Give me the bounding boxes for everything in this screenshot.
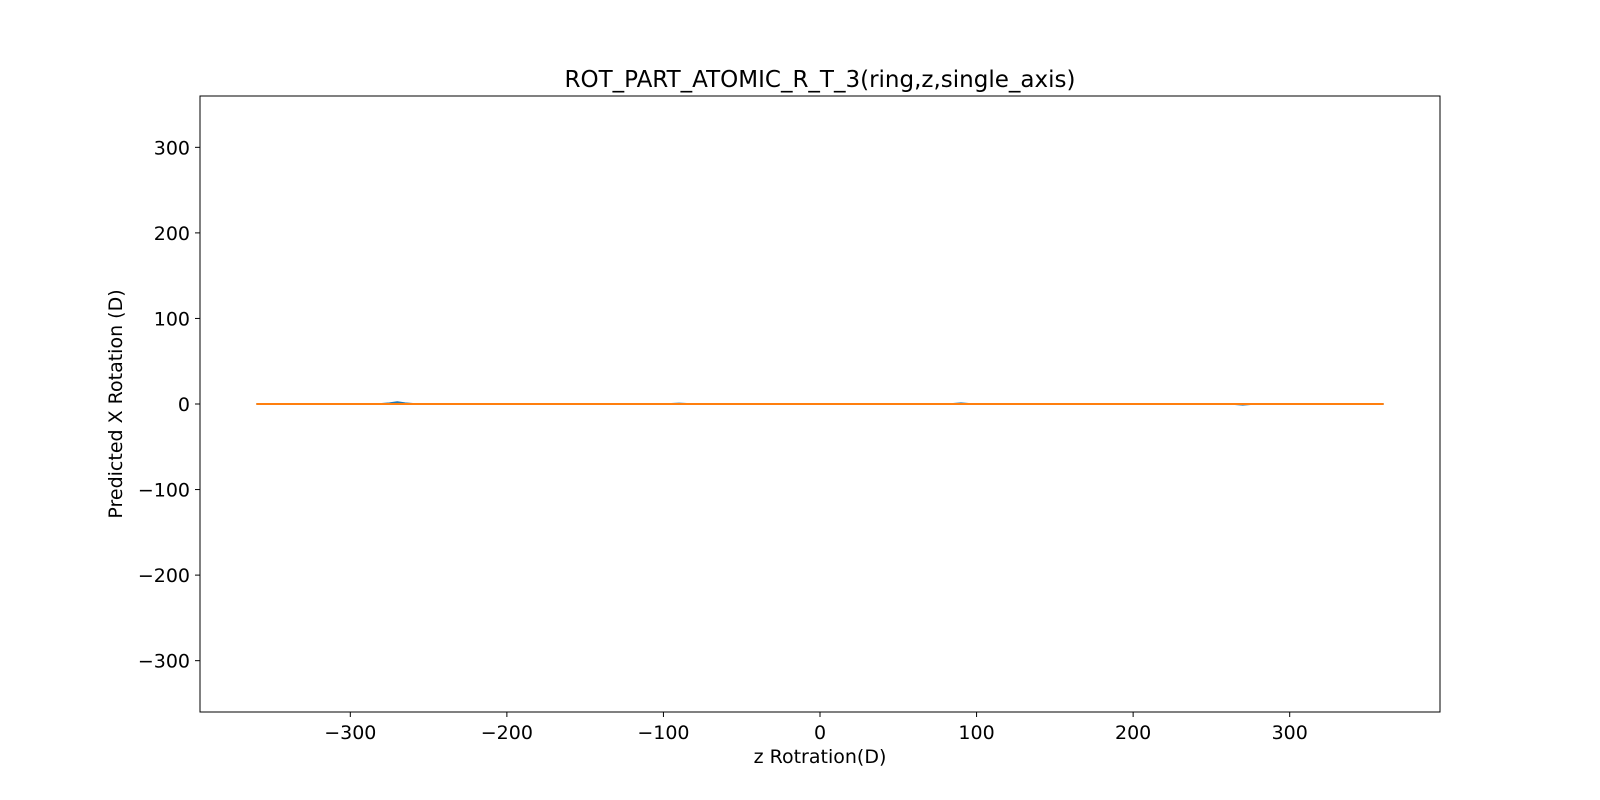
y-tick-label: 300 <box>154 137 190 159</box>
x-tick-label: 300 <box>1272 722 1308 744</box>
y-tick-label: −200 <box>138 565 190 587</box>
y-tick-label: 200 <box>154 223 190 245</box>
y-tick-label: −300 <box>138 651 190 673</box>
y-tick-label: 100 <box>154 308 190 330</box>
x-tick-label: 0 <box>814 722 826 744</box>
y-axis-label: Predicted X Rotation (D) <box>105 289 127 518</box>
x-tick-label: 200 <box>1115 722 1151 744</box>
x-tick-label: −200 <box>481 722 533 744</box>
x-axis-ticks: −300 −200 −100 0 100 200 300 <box>324 712 1308 744</box>
y-axis-ticks: −300 −200 −100 0 100 200 300 <box>138 137 200 673</box>
x-tick-label: −100 <box>637 722 689 744</box>
y-tick-label: −100 <box>138 480 190 502</box>
series-layer <box>256 401 1384 406</box>
x-tick-label: 100 <box>958 722 994 744</box>
x-axis-label: z Rotration(D) <box>754 746 887 768</box>
x-tick-label: −300 <box>324 722 376 744</box>
chart-title: ROT_PART_ATOMIC_R_T_3(ring,z,single_axis… <box>565 67 1076 93</box>
y-tick-label: 0 <box>178 394 190 416</box>
